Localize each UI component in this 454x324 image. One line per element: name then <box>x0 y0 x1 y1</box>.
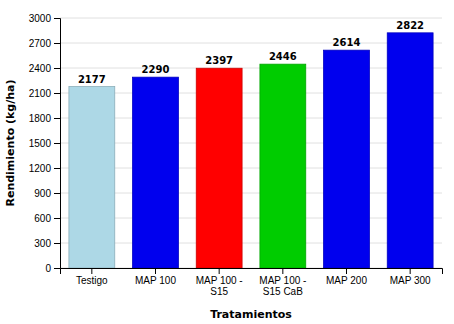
x-axis: TestigoMAP 100MAP 100 -S15MAP 100 -S15 C… <box>61 268 443 297</box>
tick-mark <box>155 268 156 274</box>
tick-label: 2100 <box>29 88 52 99</box>
grid-line <box>60 168 442 169</box>
data-label: 2446 <box>269 51 297 62</box>
tick-mark <box>346 268 347 274</box>
tick-label: MAP 100 -S15 <box>196 275 243 297</box>
bar <box>324 50 370 268</box>
tick-label-line: Testigo <box>76 275 108 286</box>
grid <box>60 18 442 268</box>
y-axis-title: Rendimiento (kg/ha) <box>4 79 17 206</box>
tick-label: MAP 100 -S15 CaB <box>259 275 306 297</box>
bar <box>196 68 242 268</box>
tick-label-line: MAP 100 <box>135 275 176 286</box>
grid-line <box>60 193 442 194</box>
tick-mark <box>282 268 283 274</box>
axis-line <box>54 19 61 269</box>
tick: 600 <box>34 213 60 224</box>
tick: 1800 <box>29 113 60 124</box>
tick-mark <box>54 68 60 69</box>
tick-label-line: S15 CaB <box>263 286 303 297</box>
tick-mark <box>54 243 60 244</box>
tick-mark <box>54 168 60 169</box>
tick-mark <box>219 268 220 274</box>
grid-line <box>60 218 442 219</box>
tick-label: 1200 <box>29 163 52 174</box>
tick-label-line: MAP 200 <box>326 275 367 286</box>
data-label: 2397 <box>205 55 233 66</box>
data-label: 2177 <box>78 74 106 85</box>
tick-mark <box>54 143 60 144</box>
grid-line <box>60 118 442 119</box>
tick: MAP 100 <box>135 268 176 286</box>
tick-label: MAP 300 <box>390 275 431 286</box>
tick: 300 <box>34 238 60 249</box>
tick-mark <box>54 268 60 269</box>
tick: MAP 200 <box>326 268 367 286</box>
y-axis: 0 300 600 900 1200 1500 1800 2100 2400 2700 3000 <box>29 13 61 274</box>
tick: MAP 100 -S15 <box>196 268 243 297</box>
bar <box>260 64 306 268</box>
tick: MAP 300 <box>390 268 431 286</box>
tick-label: MAP 100 <box>135 275 176 286</box>
tick-mark <box>54 118 60 119</box>
tick-label: 0 <box>45 263 51 274</box>
tick: 0 <box>45 263 60 274</box>
tick-label: 2400 <box>29 63 52 74</box>
tick-label-line: S15 <box>210 286 228 297</box>
tick: 900 <box>34 188 60 199</box>
tick-label-line: MAP 300 <box>390 275 431 286</box>
tick: 2100 <box>29 88 60 99</box>
tick-label-line: MAP 100 - <box>196 275 243 286</box>
tick-label: 1500 <box>29 138 52 149</box>
plot: 0 300 600 900 1200 1500 1800 2100 2400 2700 3000 Te… <box>29 13 443 297</box>
tick-label: 1800 <box>29 113 52 124</box>
tick-label: 600 <box>34 213 51 224</box>
tick-label: Testigo <box>76 275 108 286</box>
tick-label-line: MAP 100 - <box>259 275 306 286</box>
grid-line <box>60 243 442 244</box>
tick-mark <box>54 193 60 194</box>
chart: 0 300 600 900 1200 1500 1800 2100 2400 2700 3000 Te… <box>0 0 454 324</box>
tick-mark <box>91 268 92 274</box>
bars <box>69 33 433 268</box>
data-label: 2822 <box>396 20 424 31</box>
bar <box>387 33 433 268</box>
tick-label: MAP 200 <box>326 275 367 286</box>
bar <box>69 87 115 268</box>
tick: 1200 <box>29 163 60 174</box>
axis-line <box>61 269 443 275</box>
tick-mark <box>410 268 411 274</box>
tick: Testigo <box>76 268 108 286</box>
tick: 2400 <box>29 63 60 74</box>
tick-mark <box>54 43 60 44</box>
data-labels: 2177 2290 2397 2446 2614 2822 <box>78 20 424 85</box>
tick-mark <box>54 218 60 219</box>
tick-label: 3000 <box>29 13 52 24</box>
tick-label: 900 <box>34 188 51 199</box>
tick: 3000 <box>29 13 60 24</box>
x-axis-title: Tratamientos <box>210 308 292 321</box>
bar <box>133 77 179 268</box>
grid-line <box>60 18 442 19</box>
tick-label: 2700 <box>29 38 52 49</box>
grid-line <box>60 43 442 44</box>
grid-line <box>60 68 442 69</box>
data-label: 2290 <box>142 64 170 75</box>
tick-mark <box>54 93 60 94</box>
tick-mark <box>54 18 60 19</box>
grid-line <box>60 143 442 144</box>
data-label: 2614 <box>333 37 361 48</box>
grid-line <box>60 93 442 94</box>
tick: MAP 100 -S15 CaB <box>259 268 306 297</box>
tick-label: 300 <box>34 238 51 249</box>
tick: 2700 <box>29 38 60 49</box>
tick: 1500 <box>29 138 60 149</box>
